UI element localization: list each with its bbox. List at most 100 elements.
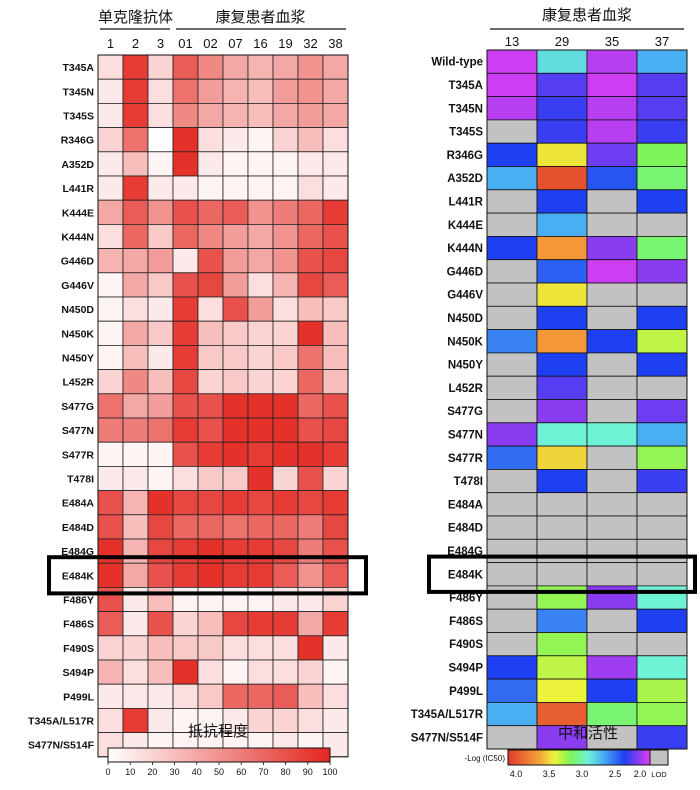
heatmap-cell: [97, 441, 124, 467]
heatmap-cell: [222, 683, 249, 709]
heatmap-cell: [272, 223, 299, 249]
heatmap-cell: [536, 49, 588, 74]
heatmap-cell: [197, 611, 224, 637]
column-label: 38: [328, 36, 342, 51]
heatmap-cell: [636, 375, 688, 400]
heatmap-cell: [147, 441, 174, 467]
heatmap-cell: [247, 635, 274, 661]
row-label: S477R: [62, 449, 95, 461]
heatmap-cell: [297, 393, 324, 419]
heatmap-cell: [147, 393, 174, 419]
heatmap-cell: [297, 103, 324, 129]
colorbar-tick-label: 60: [236, 767, 246, 777]
heatmap-cell: [322, 587, 349, 613]
row-label: R346G: [61, 135, 94, 147]
heatmap-cell: [172, 320, 199, 346]
heatmap-cell: [486, 305, 538, 330]
heatmap-cell: [536, 655, 588, 680]
heatmap-cell: [486, 492, 538, 517]
heatmap-cell: [247, 78, 274, 104]
heatmap-cell: [197, 708, 224, 734]
heatmap-cell: [586, 422, 638, 447]
colorbar-tick-label: 90: [303, 767, 313, 777]
heatmap-cell: [297, 223, 324, 249]
heatmap-cell: [586, 678, 638, 703]
heatmap-cell: [122, 320, 149, 346]
heatmap-cell: [272, 369, 299, 395]
row-label: S477G: [447, 406, 483, 418]
heatmap-cell: [586, 259, 638, 284]
row-label: L441R: [62, 183, 94, 195]
heatmap-cell: [272, 199, 299, 225]
heatmap-cell: [222, 514, 249, 540]
heatmap-cell: [486, 515, 538, 540]
heatmap-cell: [172, 659, 199, 685]
heatmap-cell: [147, 538, 174, 564]
heatmap-cell: [297, 514, 324, 540]
heatmap-cell: [272, 393, 299, 419]
row-label: T478I: [67, 474, 94, 486]
heatmap-cell: [222, 538, 249, 564]
heatmap-cell: [297, 611, 324, 637]
heatmap-cell: [122, 296, 149, 322]
heatmap-cell: [197, 54, 224, 80]
column-label: 3: [157, 36, 164, 51]
heatmap-cell: [536, 119, 588, 144]
heatmap-cell: [197, 659, 224, 685]
heatmap-cell: [272, 514, 299, 540]
heatmap-cell: [486, 585, 538, 610]
colorbar-tick-label: 10: [125, 767, 135, 777]
heatmap-cell: [486, 655, 538, 680]
heatmap-cell: [272, 78, 299, 104]
heatmap-cell: [97, 296, 124, 322]
heatmap-cell: [297, 344, 324, 370]
heatmap-cell: [636, 468, 688, 494]
heatmap-cell: [636, 515, 688, 540]
heatmap-cell: [97, 611, 124, 637]
row-label: P499L: [63, 691, 95, 703]
heatmap-cell: [97, 78, 124, 104]
row-label: E484D: [62, 522, 95, 534]
heatmap-cell: [97, 538, 124, 564]
heatmap-cell: [172, 587, 199, 613]
heatmap-cell: [322, 127, 349, 153]
heatmap-cell: [172, 54, 199, 80]
heatmap-cell: [297, 369, 324, 395]
heatmap-cell: [322, 320, 349, 346]
heatmap-cell: [272, 248, 299, 274]
row-label: F490S: [63, 643, 94, 655]
heatmap-cell: [122, 344, 149, 370]
heatmap-cell: [297, 151, 324, 177]
heatmap-cell: [247, 199, 274, 225]
row-label: E484K: [448, 569, 484, 581]
heatmap-cell: [147, 417, 174, 443]
row-label: E484G: [61, 546, 94, 558]
colorbar-lod-label: LOD: [651, 770, 667, 779]
heatmap-cell: [272, 175, 299, 201]
heatmap-cell: [536, 702, 588, 727]
row-label: A352D: [61, 159, 94, 171]
heatmap-cell: [147, 175, 174, 201]
colorbar-tick-label: 0: [105, 767, 110, 777]
heatmap-cell: [172, 490, 199, 516]
heatmap-cell: [147, 514, 174, 540]
heatmap-cell: [147, 54, 174, 80]
heatmap-cell: [486, 445, 538, 470]
heatmap-cell: [147, 369, 174, 395]
heatmap-cell: [222, 562, 249, 588]
heatmap-cell: [247, 562, 274, 588]
row-label: T345S: [449, 127, 483, 139]
heatmap-cell: [536, 305, 588, 330]
row-label: S477N: [448, 429, 483, 441]
heatmap-cell: [636, 212, 688, 237]
heatmap-cell: [222, 490, 249, 516]
heatmap-cell: [172, 344, 199, 370]
heatmap-cell: [536, 282, 588, 307]
row-label: S494P: [448, 662, 483, 674]
row-label: T345N: [62, 86, 94, 98]
heatmap-cell: [222, 127, 249, 153]
heatmap-cell: [97, 635, 124, 661]
heatmap-cell: [586, 655, 638, 680]
row-label: P499L: [449, 686, 483, 698]
heatmap-cell: [122, 465, 149, 491]
